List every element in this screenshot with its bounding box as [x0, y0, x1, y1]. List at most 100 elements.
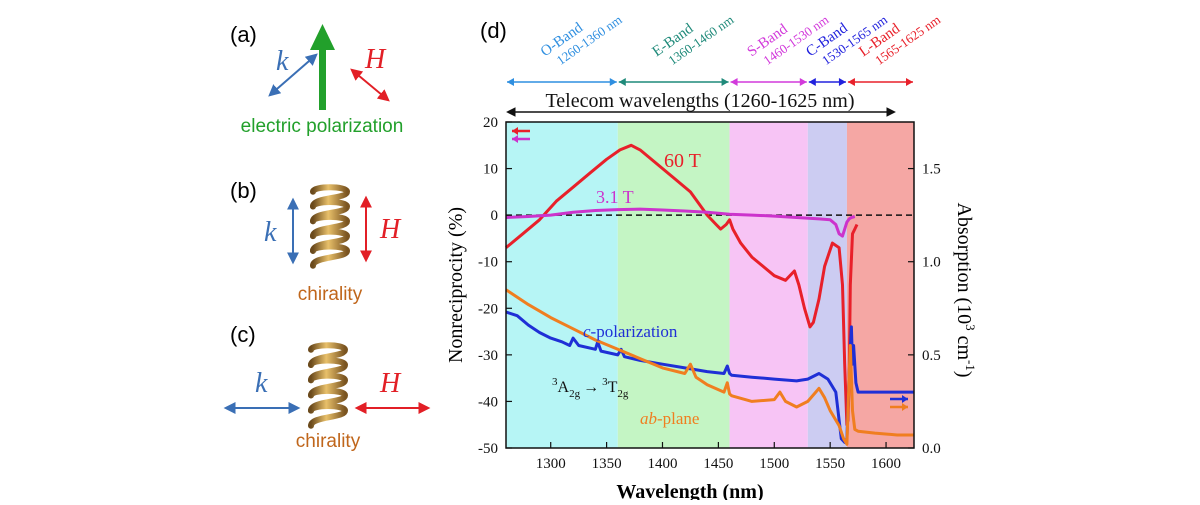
series-line [505, 143, 859, 427]
annotation-60T: 60 T [664, 150, 701, 172]
band-arrowhead-right [906, 78, 913, 86]
band-arrowhead-left [618, 78, 626, 86]
annotation-transition: 3A2g → 3T2g [552, 376, 629, 400]
y-right-tick-label: 0.0 [922, 441, 941, 457]
y-right-sup2: -1 [963, 360, 978, 371]
spring-icon [308, 342, 349, 429]
telecom-label: Telecom wavelengths (1260-1625 nm) [545, 90, 854, 112]
axis-indicator-head [512, 135, 518, 143]
band-arrowhead-left [847, 78, 855, 86]
spring-coil [308, 403, 349, 429]
panel-c-label: (c) [230, 322, 256, 347]
series-line [505, 288, 914, 446]
y-right-sup1: 3 [963, 324, 978, 331]
y-right-tick-label: 1.0 [922, 255, 941, 271]
band-arrowhead-right [799, 78, 807, 86]
band-region [729, 122, 808, 448]
y-left-tick-label: -20 [478, 301, 498, 317]
axis-indicator-head [902, 395, 908, 403]
band-arrowhead-left [808, 78, 816, 86]
panel-b: (b) k H chirality [230, 178, 402, 305]
chirality-caption: chirality [296, 431, 361, 452]
legend-markers [512, 127, 908, 411]
plot-border [505, 121, 915, 449]
ab-italic: ab [640, 409, 657, 428]
k-symbol: k [276, 46, 289, 77]
y-right-part3: ) [953, 371, 975, 378]
panel-a: (a) k H electric polarization [230, 22, 403, 137]
chirality-caption: chirality [298, 284, 363, 305]
panel-a-label: (a) [230, 22, 257, 47]
trans-t-sup: 3 [602, 376, 608, 388]
polarization-word: -polarization [591, 322, 678, 341]
x-tick-label: 1350 [592, 456, 622, 472]
band-arrowhead-right [721, 78, 729, 86]
polarization-caption: electric polarization [241, 116, 404, 137]
y-left-tick-label: -10 [478, 255, 498, 271]
series-line [505, 207, 856, 238]
y-right-part1: Absorption (10 [953, 202, 975, 324]
trans-a: A [558, 379, 570, 396]
y-left-tick-label: 0 [491, 208, 499, 224]
panel-c: (c) k H chirality [223, 322, 431, 452]
spring-coil [310, 243, 351, 269]
band-region [506, 122, 618, 448]
band-arrowhead-right [838, 78, 846, 86]
plot-frame [505, 121, 915, 449]
telecom-range: Telecom wavelengths (1260-1625 nm) [506, 90, 896, 117]
x-tick-label: 1550 [815, 456, 845, 472]
y-right-part2: cm [953, 331, 975, 361]
annotation-c-polarization: c-polarization [583, 322, 678, 341]
polarization-arrow-icon [310, 24, 335, 50]
trans-arrow: → [583, 379, 599, 396]
y-left-tick-label: -30 [478, 348, 498, 364]
tick-layer: 1300 1350 1400 1450 1500 1550 1600 20 10 0 -10 -20 -… [478, 115, 941, 472]
x-tick-label: 1500 [759, 456, 789, 472]
H-symbol: H [379, 368, 402, 399]
c-italic: c [583, 322, 591, 341]
y-right-tick-label: 1.5 [922, 162, 941, 178]
series-line [505, 310, 914, 444]
axis-indicator-head [512, 127, 518, 135]
x-tick-label: 1600 [871, 456, 901, 472]
plane-word: -plane [657, 409, 699, 428]
y-right-tick-label: 0.5 [922, 348, 941, 364]
band-region [846, 122, 914, 448]
band-arrowhead-right [609, 78, 617, 86]
k-symbol: k [264, 217, 277, 248]
x-tick-label: 1300 [536, 456, 566, 472]
trans-t-sub: 2g [617, 388, 629, 400]
k-arrow-icon [268, 53, 318, 97]
x-tick-label: 1400 [647, 456, 677, 472]
x-tick-label: 1450 [703, 456, 733, 472]
annotation-3-1T: 3.1 T [596, 187, 634, 207]
panel-d-label: (d) [480, 18, 507, 43]
y-left-tick-label: 20 [483, 115, 498, 131]
panel-b-label: (b) [230, 178, 257, 203]
y-axis-right-title: Absorption (103 cm-1) [953, 202, 978, 377]
x-axis-title: Wavelength (nm) [616, 481, 763, 500]
k-symbol: k [255, 368, 268, 399]
H-arrow-icon [350, 68, 390, 102]
trans-t: T [608, 379, 618, 396]
polarization-arrow-shaft [319, 48, 326, 110]
y-left-tick-label: -50 [478, 441, 498, 457]
y-left-tick-label: -40 [478, 394, 498, 410]
spring-icon [310, 184, 351, 269]
y-axis-left-title: Nonreciprocity (%) [445, 207, 467, 363]
axis-indicator-head [902, 403, 908, 411]
trans-sup: 3 [552, 376, 558, 388]
H-symbol: H [364, 44, 387, 75]
band-arrowhead-left [730, 78, 738, 86]
annotation-ab-plane: ab-plane [640, 409, 699, 428]
trans-a-sub: 2g [569, 388, 581, 400]
series-layer [505, 143, 914, 446]
H-symbol: H [379, 214, 402, 245]
band-arrowhead-left [507, 78, 514, 86]
